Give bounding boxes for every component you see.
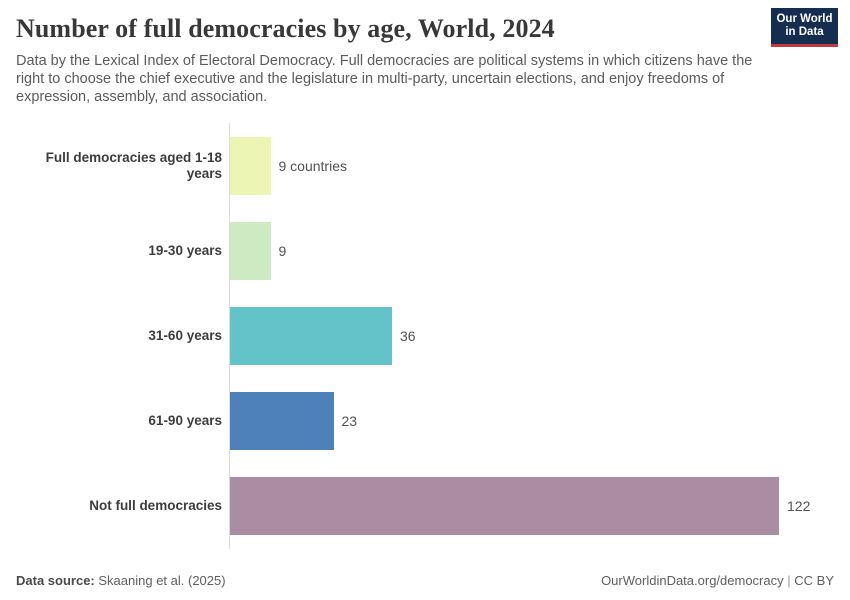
- data-source-value: Skaaning et al. (2025): [98, 573, 226, 588]
- bar-value-label: 9: [278, 242, 287, 259]
- chart-footer: Data source: Skaaning et al. (2025) OurW…: [16, 573, 834, 588]
- category-label: 31-60 years: [148, 327, 222, 343]
- bar-row: 19-30 years 9: [16, 208, 834, 293]
- bar-aged-61-90[interactable]: [230, 391, 334, 450]
- chart-title: Number of full democracies by age, World…: [16, 14, 555, 43]
- bar-not-full-democracies[interactable]: [230, 476, 779, 535]
- license-label: CC BY: [794, 573, 834, 588]
- bar-chart: Full democracies aged 1-18 years 9 count…: [16, 123, 834, 549]
- owid-logo[interactable]: Our World in Data: [771, 8, 838, 47]
- bar-row: Full democracies aged 1-18 years 9 count…: [16, 123, 834, 208]
- bar-row: 61-90 years 23: [16, 378, 834, 463]
- bar-aged-19-30[interactable]: [230, 221, 271, 280]
- bar-value-label: 36: [400, 327, 416, 344]
- bar-aged-31-60[interactable]: [230, 306, 392, 365]
- attribution: OurWorldinData.org/democracy | CC BY: [601, 573, 834, 588]
- category-label: Not full democracies: [89, 497, 222, 513]
- bar-value-label: 9 countries: [278, 157, 347, 174]
- owid-logo-line2: in Data: [785, 26, 824, 38]
- data-source: Data source: Skaaning et al. (2025): [16, 573, 226, 588]
- bar-aged-1-18[interactable]: [230, 136, 271, 195]
- bar-value-label: 122: [787, 497, 811, 514]
- category-label: 61-90 years: [148, 412, 222, 428]
- data-source-label: Data source:: [16, 573, 95, 588]
- category-label: 19-30 years: [148, 242, 222, 258]
- attribution-separator: |: [787, 573, 791, 588]
- bar-value-label: 23: [341, 412, 358, 429]
- category-label: Full democracies aged 1-18 years: [45, 149, 222, 181]
- y-axis-line: [229, 123, 230, 549]
- bar-row: 31-60 years 36: [16, 293, 834, 378]
- owid-link[interactable]: OurWorldinData.org/democracy: [601, 573, 784, 588]
- chart-subtitle: Data by the Lexical Index of Electoral D…: [16, 53, 753, 105]
- owid-logo-line1: Our World: [776, 13, 833, 25]
- bar-row: Not full democracies 122: [16, 463, 834, 548]
